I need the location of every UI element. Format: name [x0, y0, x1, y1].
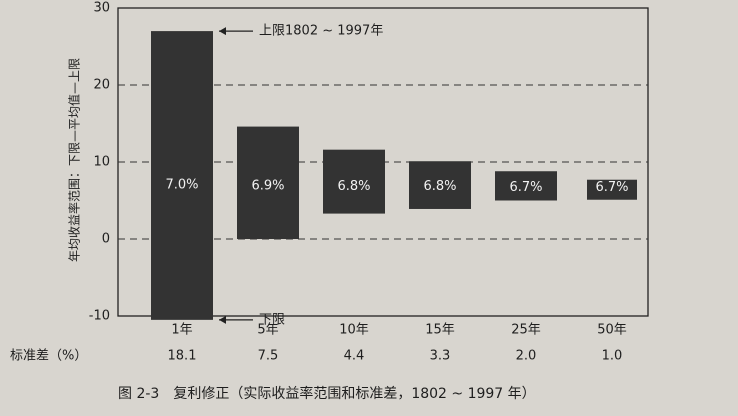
upper-note: 上限1802 ~ 1997年 — [259, 24, 383, 39]
mean-label: 6.7% — [595, 180, 628, 195]
range-bar — [237, 126, 299, 239]
x-tick-label: 15年 — [425, 323, 455, 338]
y-tick-label: 30 — [93, 1, 110, 16]
std-label: 标准差（%） — [10, 349, 87, 364]
mean-label: 7.0% — [165, 178, 198, 193]
range-bar — [409, 161, 471, 209]
x-tick-label: 1年 — [171, 323, 192, 338]
mean-label: 6.9% — [251, 178, 284, 193]
range-bar — [495, 171, 557, 201]
caption: 图 2-3 复利修正（实际收益率范围和标准差，1802 ~ 1997 年） — [118, 385, 536, 402]
x-tick-label: 10年 — [339, 323, 369, 338]
std-value: 3.3 — [430, 349, 451, 364]
lower-note: 下限 — [259, 312, 285, 327]
std-value: 1.0 — [602, 349, 623, 364]
y-tick-label: 10 — [93, 155, 110, 170]
arrow-head — [219, 27, 226, 36]
x-tick-label: 25年 — [511, 323, 541, 338]
arrow-head — [219, 315, 226, 324]
range-bar — [323, 149, 385, 214]
std-value: 2.0 — [516, 349, 537, 364]
y-tick-label: 0 — [102, 232, 110, 247]
std-value: 4.4 — [344, 349, 365, 364]
std-value: 7.5 — [258, 349, 279, 364]
x-tick-label: 50年 — [597, 323, 627, 338]
std-value: 18.1 — [168, 349, 197, 364]
mean-label: 6.8% — [337, 179, 370, 194]
y-tick-label: -10 — [89, 309, 110, 324]
mean-label: 6.7% — [509, 180, 542, 195]
range-bar — [151, 31, 213, 320]
mean-label: 6.8% — [423, 179, 456, 194]
range-bar — [587, 179, 637, 200]
x-tick-label: 5年 — [257, 323, 278, 338]
y-tick-label: 20 — [93, 78, 110, 93]
y-axis-label: 年均收益率范围：下限—平均值—上限 — [67, 58, 82, 262]
